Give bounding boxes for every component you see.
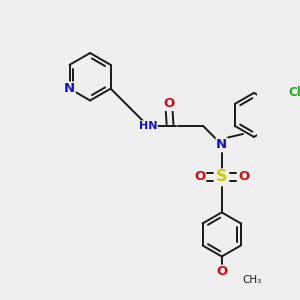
Text: S: S xyxy=(216,169,227,184)
Text: O: O xyxy=(238,170,249,183)
Text: HN: HN xyxy=(139,121,157,131)
Text: N: N xyxy=(216,138,227,151)
Text: O: O xyxy=(164,98,175,110)
Text: N: N xyxy=(64,82,75,95)
Text: Cl: Cl xyxy=(289,85,300,98)
Text: O: O xyxy=(216,265,227,278)
Text: CH₃: CH₃ xyxy=(242,275,261,285)
Text: O: O xyxy=(194,170,205,183)
